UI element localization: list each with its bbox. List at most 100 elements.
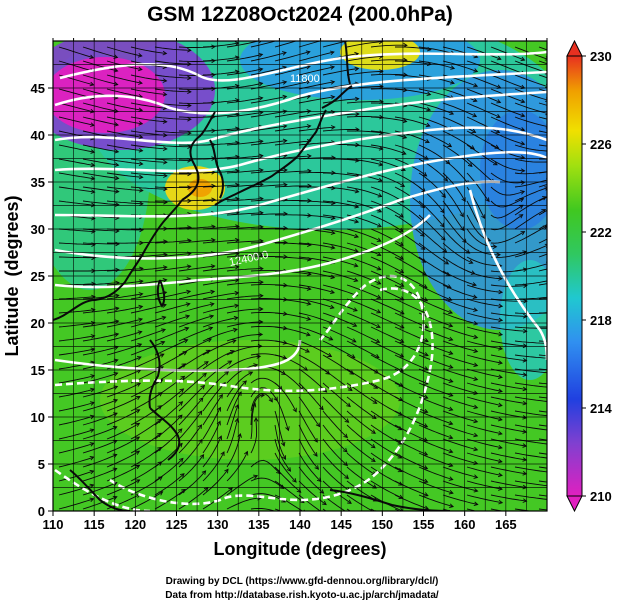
- streamline: [58, 158, 95, 166]
- streamline: [442, 466, 478, 478]
- streamline-arrowhead: [467, 162, 473, 168]
- streamline: [442, 312, 478, 325]
- streamline-arrowhead: [305, 50, 311, 55]
- streamline-arrowhead: [180, 375, 186, 381]
- streamline: [58, 375, 95, 384]
- streamline: [346, 326, 380, 343]
- streamline-arrowhead: [468, 259, 474, 264]
- streamline-arrowhead: [163, 239, 168, 245]
- streamline-arrowhead: [162, 50, 168, 56]
- streamline: [58, 186, 95, 193]
- streamline: [82, 307, 119, 314]
- streamline: [82, 294, 119, 300]
- streamline-arrowhead: [227, 360, 233, 365]
- streamline: [130, 116, 167, 123]
- streamline: [82, 228, 119, 232]
- streamline: [130, 102, 167, 109]
- streamline: [154, 489, 186, 510]
- streamline-arrowhead: [114, 149, 120, 154]
- streamline-arrowhead: [546, 160, 547, 161]
- streamline-arrowhead: [330, 230, 336, 235]
- streamline-arrowhead: [354, 66, 360, 72]
- streamline: [418, 340, 453, 355]
- streamline: [299, 200, 335, 204]
- streamline: [202, 71, 239, 76]
- streamline-arrowhead: [138, 161, 144, 167]
- streamline: [346, 312, 381, 328]
- streamline: [514, 209, 546, 230]
- streamline: [490, 466, 527, 475]
- streamline: [442, 144, 473, 167]
- streamline-arrowhead: [426, 106, 432, 112]
- streamline: [538, 268, 547, 272]
- streamline: [370, 284, 404, 301]
- streamline-arrowhead: [448, 378, 454, 383]
- streamline-arrowhead: [91, 229, 96, 234]
- streamline: [346, 242, 381, 256]
- streamline-arrowhead: [375, 323, 381, 329]
- streamline-arrowhead: [399, 310, 405, 315]
- streamline: [538, 144, 547, 147]
- streamline-arrowhead: [461, 197, 466, 203]
- streamline-arrowhead: [218, 393, 223, 399]
- streamline: [346, 186, 382, 197]
- streamline: [394, 116, 430, 127]
- streamline: [82, 158, 119, 166]
- streamline: [346, 452, 376, 476]
- streamline-arrowhead: [473, 83, 479, 88]
- streamline: [82, 320, 119, 328]
- streamline: [106, 88, 143, 98]
- streamline-arrowhead: [137, 330, 143, 335]
- streamline-arrowhead: [201, 470, 207, 475]
- streamline-arrowhead: [138, 304, 144, 310]
- streamline: [298, 228, 335, 234]
- streamline-arrowhead: [163, 159, 168, 165]
- streamline: [58, 348, 95, 356]
- streamline: [274, 368, 304, 391]
- streamline-arrowhead: [497, 458, 503, 464]
- streamline: [250, 184, 287, 188]
- streamline: [202, 469, 229, 496]
- streamline-arrowhead: [422, 172, 428, 177]
- streamline-arrowhead: [159, 353, 165, 358]
- streamline: [442, 270, 477, 286]
- streamline-arrowhead: [518, 214, 524, 219]
- streamline: [250, 140, 287, 146]
- streamline: [130, 316, 166, 328]
- streamline-arrowhead: [444, 260, 450, 265]
- streamline: [250, 256, 288, 258]
- streamline-arrowhead: [115, 267, 120, 273]
- streamline-arrowhead: [138, 134, 144, 140]
- streamline-arrowhead: [423, 492, 429, 497]
- streamline-arrowhead: [91, 215, 96, 221]
- grid-lines: [53, 41, 547, 511]
- streamline: [106, 267, 143, 272]
- y-tick-label: 5: [38, 457, 45, 472]
- streamline-arrowhead: [187, 75, 192, 81]
- streamline: [274, 140, 311, 146]
- streamline-arrowhead: [326, 525, 330, 529]
- streamline: [298, 242, 335, 249]
- streamline: [394, 144, 429, 160]
- streamline: [58, 102, 95, 113]
- orange-core-korea: [188, 179, 212, 197]
- streamline-arrowhead: [459, 212, 464, 218]
- streamline: [539, 326, 547, 328]
- streamline: [514, 452, 547, 459]
- streamline-arrowhead: [376, 237, 382, 242]
- streamline-arrowhead: [324, 513, 328, 517]
- streamline: [514, 326, 547, 329]
- streamline: [250, 403, 256, 440]
- streamline: [58, 60, 94, 72]
- streamline: [514, 410, 547, 417]
- streamline: [106, 130, 143, 138]
- streamline: [538, 184, 547, 188]
- streamline-arrowhead: [330, 125, 336, 130]
- streamline-arrowhead: [181, 363, 187, 368]
- streamline-arrowhead: [184, 326, 190, 332]
- streamline-arrowhead: [205, 349, 211, 354]
- streamline-arrowhead: [89, 81, 95, 87]
- streamline: [106, 158, 143, 165]
- streamline-arrowhead: [138, 121, 144, 126]
- streamline: [178, 290, 215, 300]
